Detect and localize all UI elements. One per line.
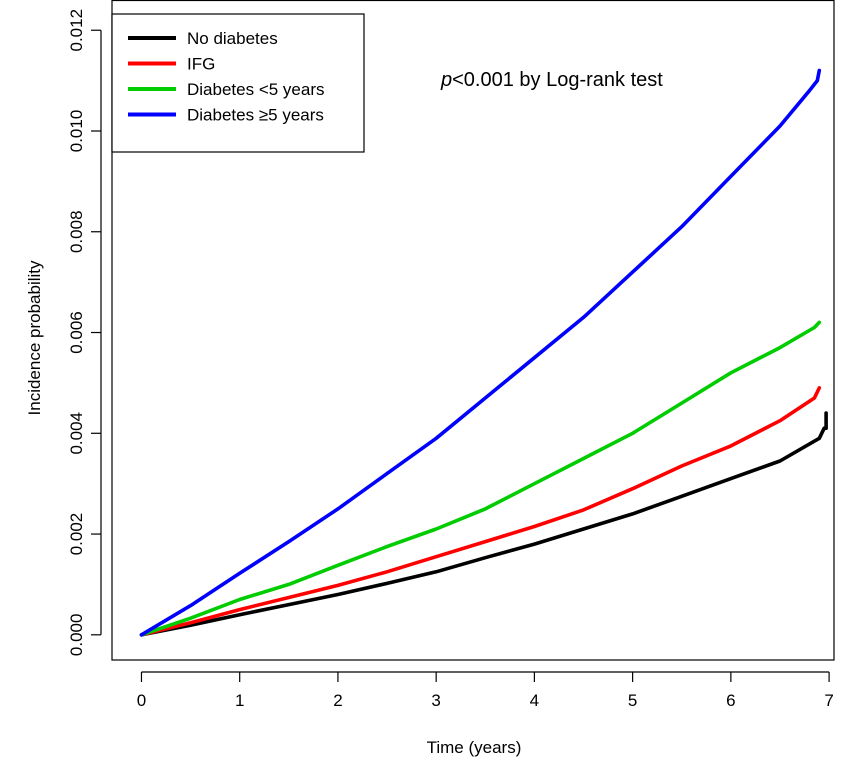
y-axis-title: Incidence probability xyxy=(25,260,44,415)
y-tick-label: 0.012 xyxy=(67,9,86,52)
x-tick-label: 0 xyxy=(137,691,146,710)
series-line-diabetes-5-years xyxy=(139,320,822,637)
log-rank-annotation: p<0.001 by Log-rank test xyxy=(440,69,663,91)
x-tick-label: 5 xyxy=(628,691,637,710)
x-tick-label: 4 xyxy=(530,691,539,710)
x-tick-label: 1 xyxy=(235,691,244,710)
x-tick-label: 2 xyxy=(333,691,342,710)
y-tick-label: 0.002 xyxy=(67,513,86,556)
x-axis-title: Time (years) xyxy=(427,738,522,757)
series-line-diabetes-5-years xyxy=(139,68,822,637)
legend-label: No diabetes xyxy=(187,29,278,48)
legend-label: Diabetes <5 years xyxy=(187,80,325,99)
y-tick-label: 0.000 xyxy=(67,614,86,657)
y-axis: 0.000 0.002 0.004 0.006 0.008 0.010 0.012 xyxy=(67,9,102,657)
y-tick-label: 0.004 xyxy=(67,412,86,455)
y-tick-label: 0.008 xyxy=(67,210,86,253)
series-layer xyxy=(139,68,828,637)
legend-label: Diabetes ≥5 years xyxy=(187,106,324,125)
series-line-ifg xyxy=(139,386,822,637)
x-axis: 0 1 2 3 4 5 6 7 xyxy=(137,671,834,710)
x-tick-label: 6 xyxy=(726,691,735,710)
legend-label: IFG xyxy=(187,55,215,74)
annotation-layer: p<0.001 by Log-rank test xyxy=(440,69,663,91)
x-tick-label: 7 xyxy=(824,691,833,710)
y-tick-label: 0.006 xyxy=(67,311,86,354)
annotation-text: <0.001 by Log-rank test xyxy=(452,69,663,91)
legend: No diabetes IFG Diabetes <5 years Diabetes … xyxy=(111,13,365,153)
x-tick-label: 3 xyxy=(431,691,440,710)
series-line-no-diabetes xyxy=(139,411,828,637)
plot-frame xyxy=(111,0,835,661)
y-tick-label: 0.010 xyxy=(67,110,86,153)
plot-border xyxy=(111,0,835,661)
annotation-p: p xyxy=(440,69,452,91)
